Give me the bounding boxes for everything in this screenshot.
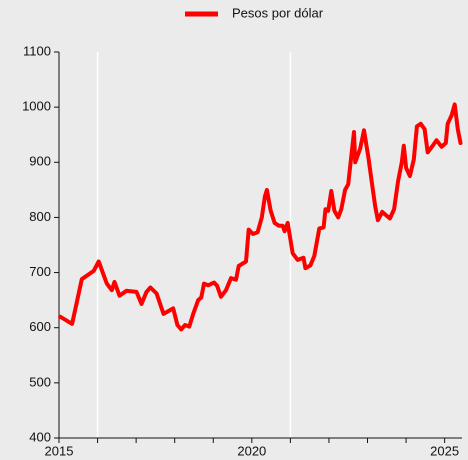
y-tick-label: 900 [29,154,51,169]
y-tick-label: 400 [29,429,51,444]
y-tick-label: 600 [29,319,51,334]
legend-label: Pesos por dólar [232,5,324,20]
y-tick-label: 800 [29,209,51,224]
x-tick-label: 2020 [237,443,266,458]
y-tick-label: 700 [29,264,51,279]
y-tick-label: 500 [29,374,51,389]
y-tick-label: 1100 [23,43,51,58]
y-tick-label: 1000 [22,99,51,114]
x-tick-label: 2025 [430,443,459,458]
line-series [58,102,463,332]
x-tick-label: 2015 [45,443,74,458]
